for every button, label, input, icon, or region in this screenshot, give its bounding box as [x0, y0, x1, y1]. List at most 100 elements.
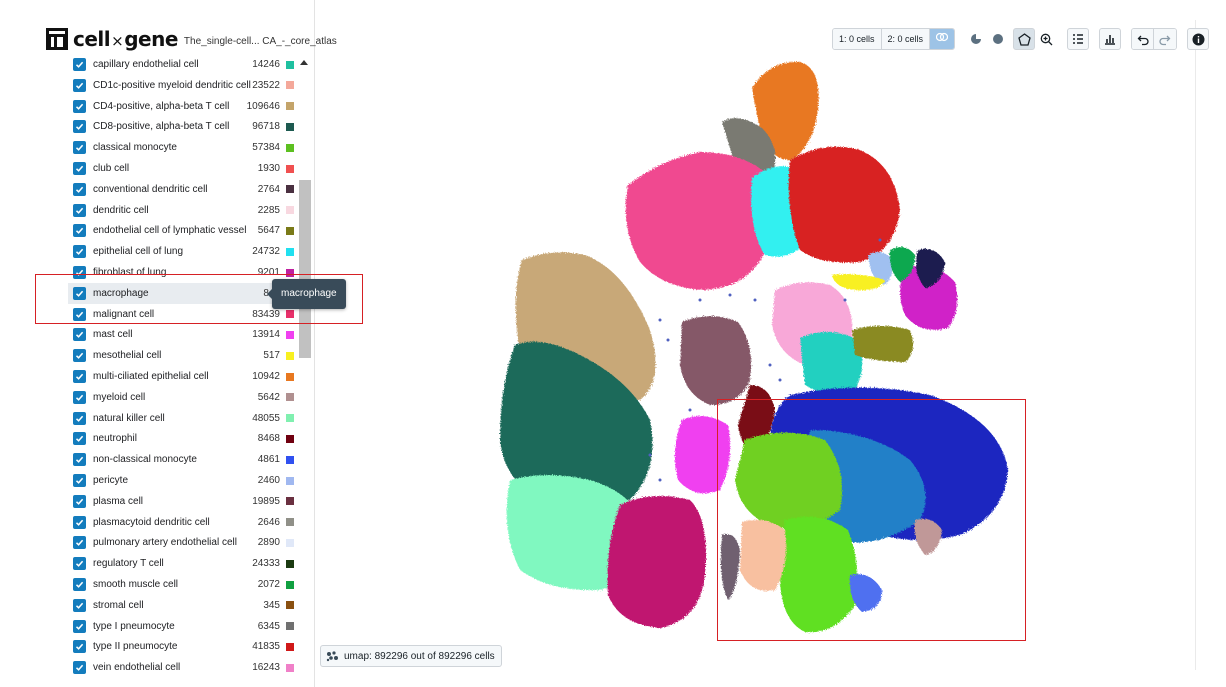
circle-icon[interactable] [987, 28, 1009, 50]
category-checkbox[interactable] [73, 224, 86, 238]
category-row[interactable]: regulatory T cell 24333 [68, 553, 296, 574]
category-checkbox[interactable] [73, 182, 86, 196]
category-color-swatch[interactable] [286, 351, 294, 360]
category-row[interactable]: endothelial cell of lymphatic vessel 5647 [68, 220, 296, 241]
category-checkbox[interactable] [73, 557, 86, 571]
category-checkbox[interactable] [73, 245, 86, 259]
category-row[interactable]: classical monocyte 57384 [68, 137, 296, 158]
category-checkbox[interactable] [73, 99, 86, 113]
category-checkbox[interactable] [73, 307, 86, 321]
embedding-selector[interactable]: umap: 892296 out of 892296 cells [320, 645, 502, 667]
category-checkbox[interactable] [73, 390, 86, 404]
category-checkbox[interactable] [73, 536, 86, 550]
category-checkbox[interactable] [73, 286, 86, 300]
category-color-swatch[interactable] [286, 81, 294, 90]
category-color-swatch[interactable] [286, 538, 294, 547]
category-row[interactable]: mast cell 13914 [68, 324, 296, 345]
category-row[interactable]: conventional dendritic cell 2764 [68, 179, 296, 200]
category-checkbox[interactable] [73, 411, 86, 425]
category-color-swatch[interactable] [286, 310, 294, 319]
category-row[interactable]: pericyte 2460 [68, 470, 296, 491]
venn-icon[interactable] [930, 29, 955, 49]
category-row[interactable]: natural killer cell 48055 [68, 408, 296, 429]
category-row[interactable]: smooth muscle cell 2072 [68, 574, 296, 595]
category-color-swatch[interactable] [286, 143, 294, 152]
category-checkbox[interactable] [73, 578, 86, 591]
category-row[interactable]: CD1c-positive myeloid dendritic cell 2352… [68, 75, 296, 96]
category-color-swatch[interactable] [286, 164, 294, 173]
category-color-swatch[interactable] [286, 455, 294, 464]
category-row[interactable]: non-classical monocyte 4861 [68, 449, 296, 470]
category-color-swatch[interactable] [286, 247, 294, 256]
category-color-swatch[interactable] [286, 372, 294, 381]
category-color-swatch[interactable] [286, 393, 294, 402]
lasso-icon[interactable] [1013, 28, 1036, 50]
category-row[interactable]: capillary endothelial cell 14246 [68, 54, 296, 75]
category-color-swatch[interactable] [286, 414, 294, 423]
category-row[interactable]: epithelial cell of lung 24732 [68, 241, 296, 262]
category-checkbox[interactable] [73, 619, 86, 633]
zoom-icon[interactable] [1035, 28, 1057, 50]
category-row[interactable]: plasma cell 19895 [68, 491, 296, 512]
category-row[interactable]: stromal cell 345 [68, 595, 296, 616]
category-row[interactable]: CD8-positive, alpha-beta T cell 96718 [68, 116, 296, 137]
category-color-swatch[interactable] [286, 476, 294, 485]
category-row[interactable]: myeloid cell 5642 [68, 387, 296, 408]
category-color-swatch[interactable] [286, 122, 294, 131]
category-checkbox[interactable] [73, 141, 86, 155]
category-row[interactable]: neutrophil 8468 [68, 428, 296, 449]
category-row[interactable]: pulmonary artery endothelial cell 2890 [68, 532, 296, 553]
category-row[interactable]: type I pneumocyte 6345 [68, 616, 296, 637]
category-color-swatch[interactable] [286, 622, 294, 631]
category-checkbox[interactable] [73, 370, 86, 383]
category-color-swatch[interactable] [286, 206, 294, 215]
category-row[interactable]: fibroblast of lung 9201 [68, 262, 296, 283]
category-checkbox[interactable] [73, 328, 86, 342]
category-color-swatch[interactable] [286, 226, 294, 235]
category-color-swatch[interactable] [286, 330, 294, 339]
category-color-swatch[interactable] [286, 60, 294, 69]
category-row[interactable]: multi-ciliated epithelial cell 10942 [68, 366, 296, 387]
redo-icon[interactable] [1154, 29, 1177, 49]
category-color-swatch[interactable] [286, 601, 294, 610]
info-icon[interactable] [1187, 28, 1210, 50]
category-checkbox[interactable] [73, 203, 86, 217]
histogram-icon[interactable] [1099, 28, 1122, 50]
category-checkbox[interactable] [73, 474, 86, 487]
category-color-swatch[interactable] [286, 559, 294, 568]
scrollbar-thumb[interactable] [299, 180, 311, 358]
category-checkbox[interactable] [73, 640, 86, 654]
category-row[interactable]: vein endothelial cell 16243 [68, 657, 296, 674]
category-checkbox[interactable] [73, 598, 86, 612]
category-color-swatch[interactable] [286, 663, 294, 672]
category-checkbox[interactable] [73, 349, 86, 363]
category-color-swatch[interactable] [286, 497, 294, 506]
category-checkbox[interactable] [73, 453, 86, 467]
category-row[interactable]: CD4-positive, alpha-beta T cell 109646 [68, 96, 296, 117]
category-checkbox[interactable] [73, 120, 86, 134]
scroll-up-arrow-icon[interactable] [300, 60, 308, 65]
category-checkbox[interactable] [73, 515, 86, 529]
category-checkbox[interactable] [73, 162, 86, 175]
category-color-swatch[interactable] [286, 580, 294, 589]
category-color-swatch[interactable] [286, 102, 294, 111]
category-row[interactable]: type II pneumocyte 41835 [68, 636, 296, 657]
category-checkbox[interactable] [73, 78, 86, 92]
category-color-swatch[interactable] [286, 642, 294, 651]
cellset-2-button[interactable]: 2: 0 cells [881, 29, 931, 49]
category-color-swatch[interactable] [286, 268, 294, 277]
category-color-swatch[interactable] [286, 518, 294, 527]
category-checkbox[interactable] [73, 661, 86, 674]
category-row[interactable]: plasmacytoid dendritic cell 2646 [68, 512, 296, 533]
category-checkbox[interactable] [73, 494, 86, 508]
category-row[interactable]: mesothelial cell 517 [68, 345, 296, 366]
category-scrollbar[interactable] [299, 58, 311, 672]
cellset-1-button[interactable]: 1: 0 cells [833, 29, 882, 49]
category-color-swatch[interactable] [286, 434, 294, 443]
category-row[interactable]: dendritic cell 2285 [68, 200, 296, 221]
category-checkbox[interactable] [73, 432, 86, 446]
list-icon[interactable] [1067, 28, 1090, 50]
category-row[interactable]: malignant cell 83439 [68, 304, 296, 325]
undo-icon[interactable] [1132, 29, 1155, 49]
